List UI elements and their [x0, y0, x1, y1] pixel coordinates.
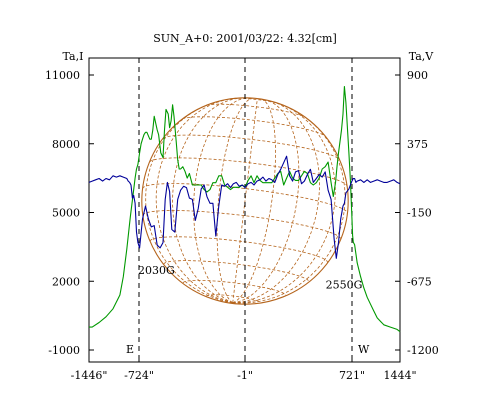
x-axis-ticks: -1446" -724" -1" 721" 1444"	[71, 357, 417, 382]
longitude-line	[172, 97, 243, 304]
annotations: 2030G 2550G	[138, 264, 362, 292]
limb-marker-label: W	[358, 343, 370, 356]
latitude-line	[142, 210, 342, 240]
region-annotation: 2030G	[138, 264, 175, 277]
latitude-line	[182, 116, 326, 137]
longitude-line	[232, 99, 300, 304]
series-layer	[88, 85, 401, 333]
right-tick-label: -675	[407, 275, 432, 288]
right-axis-ticks: 900 375 -150 -675 -1200	[395, 69, 439, 357]
x-tick-label: -1446"	[71, 369, 108, 382]
right-tick-label: -1200	[407, 344, 439, 357]
chart-title: SUN_A+0: 2001/03/22: 4.32[cm]	[153, 32, 337, 45]
latitude-line	[182, 280, 286, 296]
x-tick-label: 721"	[339, 369, 365, 382]
left-tick-label: 5000	[52, 207, 80, 220]
latitude-line	[206, 103, 306, 118]
x-tick-label: -724"	[124, 369, 154, 382]
left-axis-label: Ta,I	[63, 50, 84, 63]
right-tick-label: -150	[407, 207, 432, 220]
longitude-line	[232, 103, 336, 304]
x-tick-label: 1444"	[383, 369, 416, 382]
left-tick-label: 11000	[45, 69, 80, 82]
left-tick-label: -1000	[48, 344, 80, 357]
right-tick-label: 900	[407, 69, 428, 82]
right-axis-label: Ta,V	[409, 50, 435, 63]
longitude-line	[155, 98, 235, 304]
longitude-line	[232, 98, 276, 304]
x-tick-label: -1"	[237, 369, 253, 382]
longitude-line	[232, 114, 346, 304]
latitude-line	[162, 134, 340, 160]
left-tick-label: 2000	[52, 275, 80, 288]
longitude-line	[193, 97, 250, 304]
intensity-i-series-line	[89, 85, 401, 333]
latitude-line	[149, 236, 328, 263]
latitude-line	[142, 183, 348, 214]
stokes-v-series-line	[88, 155, 401, 259]
latitude-line	[233, 97, 281, 105]
region-annotation: 2550G	[326, 279, 363, 292]
longitude-line	[232, 101, 320, 304]
right-tick-label: 375	[407, 138, 428, 151]
longitude-line	[216, 97, 254, 304]
left-tick-label: 8000	[52, 138, 80, 151]
longitude-line	[232, 98, 258, 303]
limb-marker-label: E	[126, 343, 134, 356]
left-axis-ticks: 11000 8000 5000 2000 -1000	[45, 69, 94, 357]
latitude-line	[163, 260, 310, 282]
